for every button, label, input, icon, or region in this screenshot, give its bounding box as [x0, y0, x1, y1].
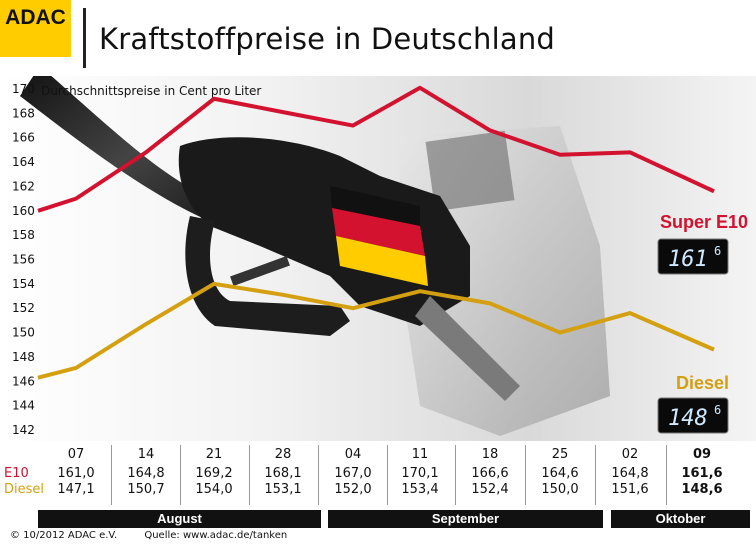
cell-e10: 166,6 — [471, 466, 509, 481]
column-header: 11 — [411, 447, 429, 462]
cell-diesel: 148,6 — [681, 482, 723, 497]
price-display-diesel-digits: 148 — [668, 406, 708, 431]
cell-e10: 161,0 — [57, 466, 95, 481]
column-separator — [248, 445, 250, 505]
price-display-diesel-tenth: 6 — [714, 403, 721, 417]
y-tick-label: 144 — [12, 399, 35, 413]
column-header: 21 — [205, 447, 223, 462]
series-line-super-e10 — [37, 85, 715, 213]
column-header: 09 — [692, 447, 712, 462]
y-tick-label: 142 — [12, 423, 35, 437]
column-separator — [318, 445, 319, 505]
series-label-diesel: Diesel — [676, 373, 729, 393]
cell-e10: 170,1 — [401, 466, 439, 481]
price-display-diesel: 148 6 — [657, 397, 729, 434]
y-tick-label: 168 — [12, 106, 35, 120]
title-divider — [83, 8, 86, 68]
column-separator — [111, 445, 112, 505]
y-tick-label: 156 — [12, 253, 35, 267]
cell-diesel: 153,1 — [264, 482, 302, 497]
column-header: 28 — [274, 447, 292, 462]
month-label: September — [328, 510, 603, 528]
cell-diesel: 150,0 — [541, 482, 579, 497]
series-line-diesel — [37, 281, 715, 380]
footer: © 10/2012 ADAC e.V. Quelle: www.adac.de/… — [10, 530, 311, 541]
row-label-diesel: Diesel — [4, 482, 45, 497]
column-header: 25 — [551, 447, 569, 462]
column-header: 14 — [137, 447, 155, 462]
copyright-text: © 10/2012 ADAC e.V. — [10, 530, 118, 541]
price-chart: 142 144 146 148 150 152 154 156 158 160 162 164 166 1… — [12, 82, 748, 437]
y-tick-label: 162 — [12, 179, 35, 193]
month-label: August — [38, 510, 321, 528]
chart-subtitle: Durchschnittspreise in Cent pro Liter — [41, 84, 261, 98]
cell-e10: 169,2 — [195, 466, 233, 481]
cell-diesel: 152,0 — [334, 482, 372, 497]
column-separator — [525, 445, 526, 505]
cell-e10: 161,6 — [681, 466, 723, 481]
cell-diesel: 152,4 — [471, 482, 509, 497]
y-tick-label: 148 — [12, 350, 35, 364]
column-separator — [666, 445, 667, 505]
header: ADAC Kraftstoffpreise in Deutschland — [0, 0, 756, 76]
y-tick-label: 150 — [12, 326, 35, 340]
y-tick-label: 164 — [12, 155, 35, 169]
cell-diesel: 147,1 — [57, 482, 95, 497]
price-display-super: 161 6 — [657, 238, 729, 275]
column-separator — [180, 445, 181, 505]
column-separator — [386, 445, 388, 505]
column-header: 18 — [481, 447, 499, 462]
cell-e10: 167,0 — [334, 466, 372, 481]
cell-e10: 164,6 — [541, 466, 579, 481]
fuel-nozzle-photo — [0, 76, 756, 441]
series-lines — [37, 85, 715, 380]
y-tick-label: 166 — [12, 131, 35, 145]
cell-diesel: 151,6 — [611, 482, 649, 497]
cell-e10: 164,8 — [611, 466, 649, 481]
price-table: E10 Diesel 07 161,0 147,1 14 164,8 150,7 21 169… — [0, 441, 756, 553]
y-tick-label: 158 — [12, 228, 35, 242]
series-label-super-e10: Super E10 — [660, 212, 748, 232]
cell-diesel: 150,7 — [127, 482, 165, 497]
cell-diesel: 154,0 — [195, 482, 233, 497]
y-tick-label: 160 — [12, 204, 35, 218]
y-tick-label: 146 — [12, 374, 35, 388]
page-title: Kraftstoffpreise in Deutschland — [99, 22, 556, 56]
column-separator — [595, 445, 596, 505]
cell-e10: 164,8 — [127, 466, 165, 481]
y-tick-label: 152 — [12, 301, 35, 315]
price-display-super-digits: 161 — [668, 247, 708, 272]
cell-diesel: 153,4 — [401, 482, 439, 497]
y-axis: 142 144 146 148 150 152 154 156 158 160 162 164 166 1… — [12, 82, 35, 437]
column-header: 07 — [67, 447, 85, 462]
row-label-e10: E10 — [4, 466, 29, 481]
column-separator — [455, 445, 456, 505]
price-display-super-tenth: 6 — [714, 244, 721, 258]
y-tick-label: 154 — [12, 277, 35, 291]
source-text: Quelle: www.adac.de/tanken — [144, 530, 288, 541]
y-tick-label: 170 — [12, 82, 35, 96]
column-header: 02 — [621, 447, 639, 462]
month-label: Oktober — [611, 510, 750, 528]
cell-e10: 168,1 — [264, 466, 302, 481]
adac-logo: ADAC — [0, 0, 71, 57]
column-header: 04 — [344, 447, 362, 462]
